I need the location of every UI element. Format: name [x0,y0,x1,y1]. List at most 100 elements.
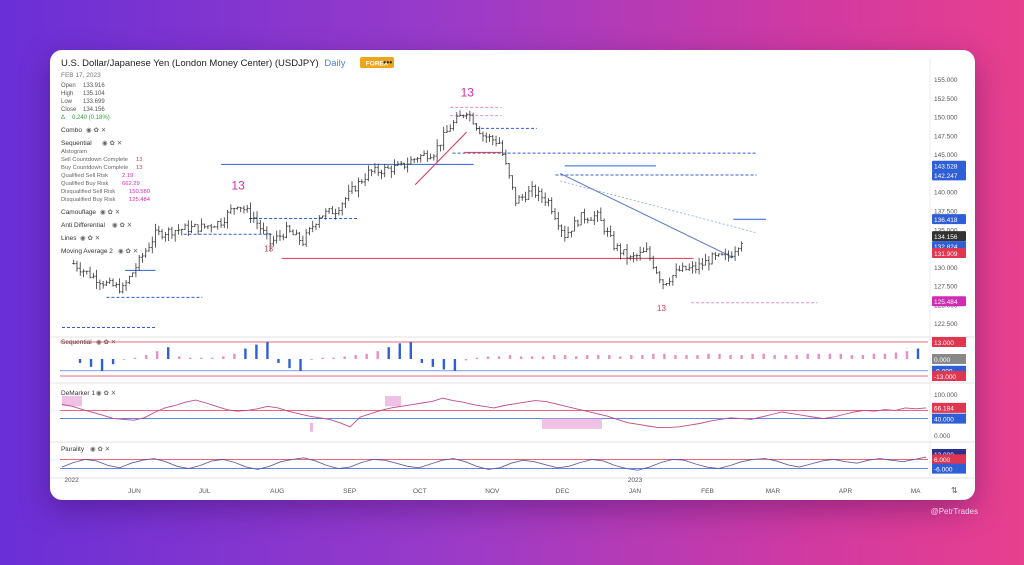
price-bar-72 [308,227,311,236]
price-bar-5 [88,266,92,279]
price-bar-129 [494,135,498,147]
price-label-1: 142.247 [934,173,958,180]
price-bar-2 [78,262,82,276]
seq-bar-34 [453,359,457,371]
price-bar-167 [619,243,622,260]
price-bar-91 [370,169,374,177]
symbol-title[interactable]: U.S. Dollar/Japanese Yen (London Money C… [61,58,319,69]
pane-label-demarker[interactable]: DeMarker 1 ◉ ✿ ✕ [61,390,116,397]
price-bar-142 [537,186,541,202]
seq-line-4-label: Qualified Buy Risk [61,181,108,187]
price-bar-175 [645,242,649,253]
time-tick-3: AUG [270,488,284,495]
price-label-2: 136.418 [934,217,958,224]
more-options-icon[interactable]: ••• [383,58,392,68]
price-bar-150 [563,225,567,242]
seq-bar-51 [641,355,644,359]
study-combo[interactable]: Combo ◉ ✿ ✕ [61,127,106,134]
seq-bar-67 [817,353,820,359]
seq-bar-56 [696,355,699,359]
price-bar-7 [95,269,99,290]
price-bar-157 [586,217,590,224]
price-bar-154 [576,219,580,227]
seq-bar-75 [905,351,909,359]
price-bar-39 [199,218,203,233]
price-bar-79 [330,206,334,215]
ohlc-panel: Open 133.916 High 135.104 Low 133.699 Close… [61,83,110,121]
seq-bar-53 [663,353,666,359]
price-bar-124 [478,126,482,135]
study-camouflage-label: Camouflage [61,209,96,216]
study-anti-differential[interactable]: Anti Differential ◉ ✿ ✕ [61,222,132,229]
price-bar-143 [540,188,544,204]
study-moving-average[interactable]: Moving Average 2 ◉ ✿ ✕ [61,248,138,255]
study-camouflage[interactable]: Camouflage ◉ ✿ ✕ [61,209,120,216]
price-bar-172 [635,253,639,262]
price-bar-148 [556,211,560,231]
price-bar-126 [484,132,488,144]
pane-sequential-label: Sequential [61,339,92,346]
seq-bar-23 [332,357,335,359]
price-bar-49 [232,207,236,215]
time-axis[interactable]: 2022 JUN JUL AUG SEP OCT NOV DEC 2023 JAN FEB MAR AP… [64,477,958,495]
price-bar-30 [170,226,174,239]
pane-label-plurality[interactable]: Plurality ◉ ✿ ✕ [61,446,110,453]
price-bar-194 [707,256,711,271]
price-bar-77 [324,208,328,220]
price-bar-182 [668,277,672,286]
ohlc-high-value: 135.104 [83,91,105,97]
study-lines[interactable]: Lines ◉ ✿ ✕ [61,235,100,242]
price-tick-11: 127.500 [934,284,958,291]
price-bar-21 [141,253,144,263]
price-bar-68 [294,229,298,236]
price-bar-35 [186,220,190,237]
price-bar-13 [114,282,118,288]
pane-label-sequential[interactable]: Sequential ◉ ✿ ✕ [61,339,116,346]
dem-zone-1 [385,396,401,407]
interval-label[interactable]: Daily [324,58,345,69]
seq-bar-36 [475,357,479,359]
seq-bar-64 [784,355,787,359]
price-bar-11 [108,277,112,284]
price-bar-196 [714,252,717,260]
price-bar-144 [543,192,547,206]
time-tick-8: 2023 [628,477,643,484]
ohlc-low-value: 133.699 [83,99,105,105]
seq-bar-39 [508,355,512,359]
price-bar-155 [579,212,583,226]
seq-bar-59 [729,355,732,359]
price-bar-88 [360,179,364,185]
price-bar-66 [288,224,292,233]
price-bar-14 [118,278,121,294]
price-bar-122 [471,112,475,125]
dem-label-box-1 [932,402,966,413]
price-label-box-3 [932,231,966,242]
plurality-pane [60,456,928,471]
price-tick-2: 150.000 [934,115,958,122]
price-tick-0: 155.000 [934,77,958,84]
price-bar-20 [137,255,141,271]
seq-bar-44 [563,355,567,359]
price-axis[interactable]: 155.000152.500150.000147.500145.000142.5… [932,77,966,474]
seq-bar-47 [597,355,600,359]
price-bar-52 [242,205,246,214]
price-bar-92 [373,163,377,174]
price-bar-179 [658,270,662,284]
price-bar-202 [733,246,737,261]
price-bar-192 [700,257,704,271]
seq-bar-45 [574,356,578,359]
seq-line-1-label: Sell Countdown Complete [61,157,128,163]
price-bar-97 [389,165,393,178]
price-bar-41 [206,225,210,230]
price-bar-162 [602,218,606,235]
seq-bar-61 [751,353,754,359]
plu-label-box-1 [932,454,966,465]
study-sequential[interactable]: Sequential ◉ ✿ ✕ [61,140,122,147]
seq-line-2-label: Buy Countdown Complete [61,165,128,171]
seq-bar-74 [894,352,898,359]
price-bar-102 [406,157,410,173]
price-bar-56 [255,211,259,230]
price-bar-99 [396,161,400,167]
